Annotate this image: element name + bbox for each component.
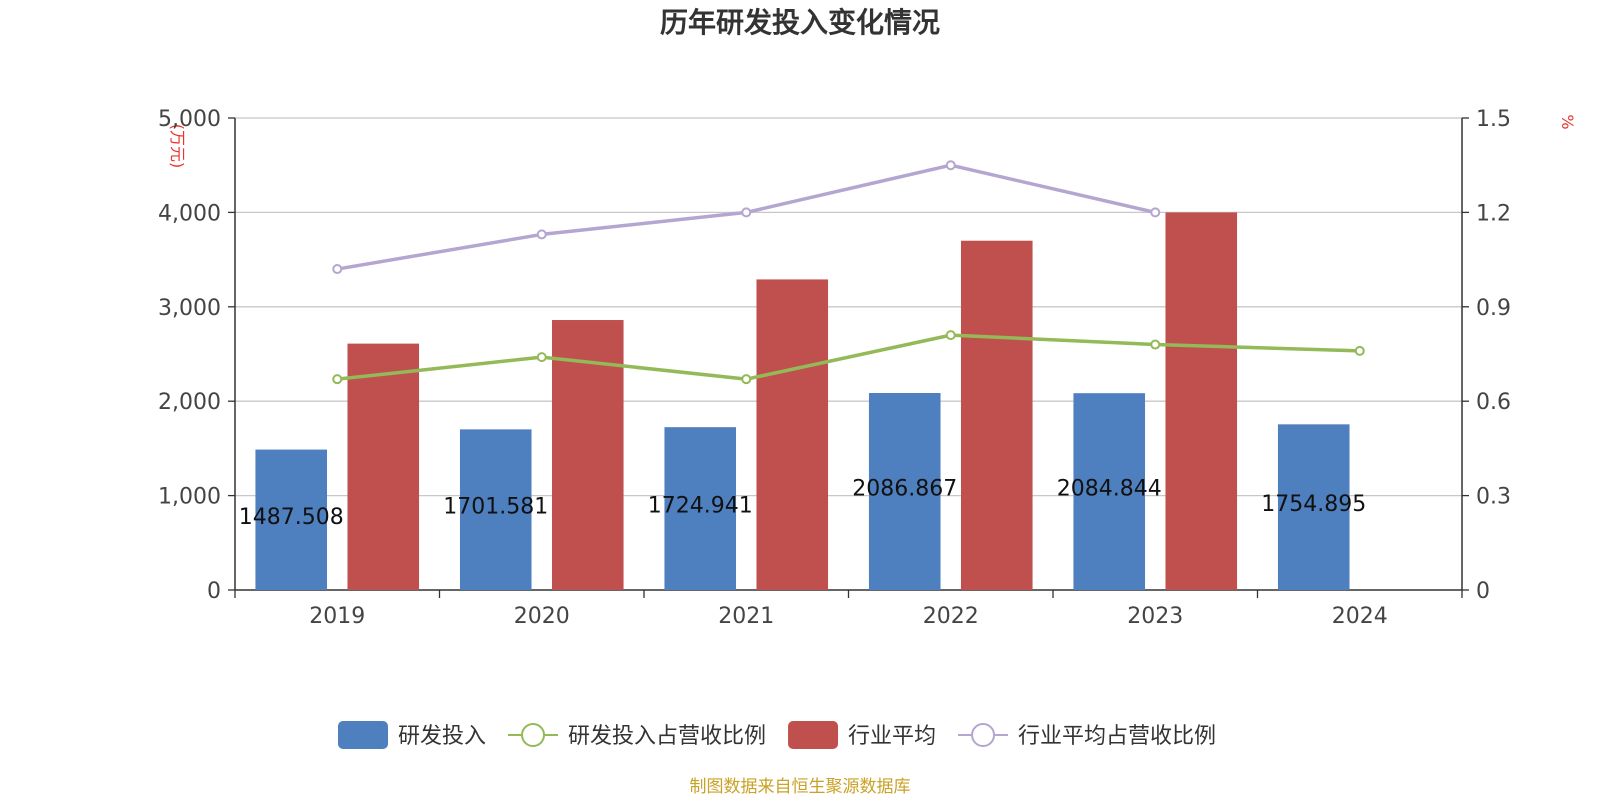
bar: [459, 429, 532, 590]
line-point: [1354, 345, 1365, 356]
x-axis-tick-label: 2023: [1127, 604, 1183, 629]
right-axis-tick-label: 0.6: [1476, 390, 1511, 415]
left-axis-tick-label: 4,000: [158, 201, 221, 226]
legend-label: 研发投入占营收比例: [568, 724, 766, 749]
bar: [1165, 212, 1238, 590]
legend-swatch: [788, 721, 839, 749]
left-axis-unit: (万元): [168, 124, 187, 169]
x-axis-tick-label: 2024: [1332, 604, 1388, 629]
right-axis-tick-label: 1.5: [1476, 107, 1511, 132]
right-axis-tick-label: 1.2: [1476, 201, 1511, 226]
bar: [960, 240, 1033, 590]
bar: [664, 427, 737, 590]
legend-swatch: [338, 721, 388, 749]
line-point: [332, 374, 343, 385]
left-axis-tick-label: 2,000: [158, 390, 221, 415]
legend-item[interactable]: 研发投入占营收比例: [508, 723, 766, 749]
x-axis-tick-label: 2020: [514, 604, 570, 629]
bar: [347, 343, 420, 590]
legend-label: 研发投入: [398, 724, 486, 749]
series-line: [337, 333, 1360, 381]
legend-label: 行业平均: [848, 724, 936, 749]
left-axis-tick-label: 5,000: [158, 107, 221, 132]
line-point: [1150, 339, 1161, 350]
line-point: [945, 330, 956, 341]
bar: [255, 449, 328, 590]
line-point: [741, 207, 752, 218]
left-axis-tick-label: 3,000: [158, 296, 221, 321]
legend-item[interactable]: 行业平均占营收比例: [958, 723, 1216, 749]
axes: 0 1,000 2,000 3,000 4,000 5,000 0 0.3 0.6 0.9 1.2 1…: [158, 107, 1511, 629]
right-axis-tick-label: 0.3: [1476, 485, 1511, 510]
right-axis-tick-label: 0.9: [1476, 296, 1511, 321]
right-axis-tick-label: 0: [1476, 579, 1490, 604]
bar: [1277, 424, 1350, 590]
source-note: 制图数据来自恒生聚源数据库: [690, 777, 911, 797]
bar: [868, 392, 941, 590]
bar-data-label: 1487.508: [239, 505, 344, 530]
line-point: [741, 374, 752, 385]
line-series: [332, 160, 1365, 385]
chart-title: 历年研发投入变化情况: [660, 6, 940, 39]
left-axis-tick-label: 1,000: [158, 485, 221, 510]
bar: [1073, 393, 1146, 590]
x-axis-tick-label: 2022: [923, 604, 979, 629]
bar: [756, 279, 829, 590]
right-axis-unit: %: [1558, 114, 1577, 129]
bar-data-label: 2086.867: [852, 476, 957, 501]
x-axis-tick-label: 2019: [309, 604, 365, 629]
legend-marker: [521, 723, 546, 747]
legend-label: 行业平均占营收比例: [1018, 724, 1216, 749]
left-axis-tick-label: 0: [207, 579, 221, 604]
x-axis-tick-label: 2021: [718, 604, 774, 629]
line-point: [945, 160, 956, 171]
data-labels: 1487.508 1701.581 1724.941 2086.867 2084.844…: [239, 476, 1366, 529]
bar-data-label: 2084.844: [1057, 477, 1162, 502]
bar-data-label: 1701.581: [443, 495, 548, 520]
legend-item[interactable]: 行业平均: [788, 721, 936, 749]
line-point: [332, 264, 343, 275]
grid-lines: [235, 117, 1462, 497]
line-point: [536, 229, 547, 240]
bar-data-label: 1754.895: [1261, 492, 1366, 517]
legend-item[interactable]: 研发投入: [338, 721, 486, 749]
legend[interactable]: 研发投入 研发投入占营收比例 行业平均 行业平均占营收比例: [338, 721, 1216, 749]
legend-marker: [971, 723, 996, 747]
line-point: [536, 352, 547, 363]
line-point: [1150, 207, 1161, 218]
bar-data-label: 1724.941: [648, 494, 753, 519]
